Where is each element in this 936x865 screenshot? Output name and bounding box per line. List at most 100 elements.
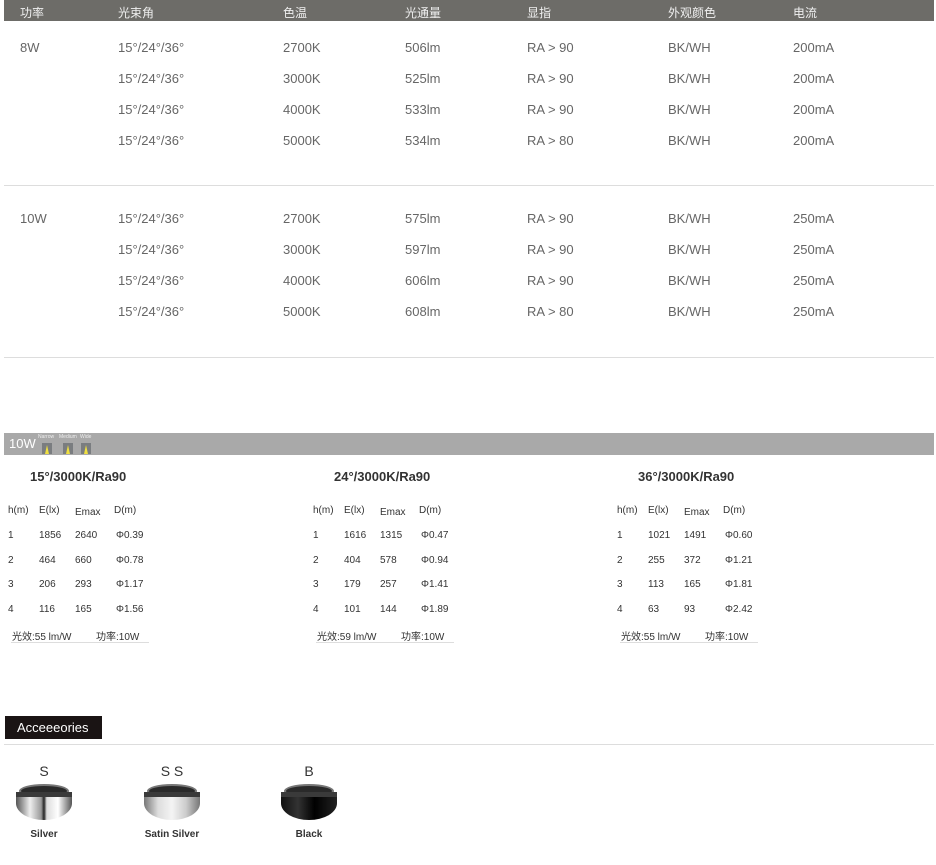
table-cell: Φ0.47 bbox=[421, 530, 449, 541]
table-cell: 578 bbox=[380, 554, 397, 566]
divider bbox=[11, 642, 149, 643]
table-cell: 15°/24°/36° bbox=[118, 211, 185, 226]
bar-power-label: 10W bbox=[9, 436, 36, 451]
table-cell: 165 bbox=[684, 579, 701, 590]
table-cell: RA > 90 bbox=[527, 211, 574, 226]
column-header: 光束角 bbox=[118, 6, 155, 20]
table-cell: 606lm bbox=[405, 273, 441, 288]
table-cell: 575lm bbox=[405, 211, 441, 226]
column-header: h(m) bbox=[617, 505, 638, 516]
table-cell: 4000K bbox=[283, 273, 321, 288]
table-cell: 2700K bbox=[283, 40, 321, 55]
table-cell: 525lm bbox=[405, 71, 441, 86]
table-cell: Φ1.21 bbox=[725, 554, 753, 566]
table-cell: Φ1.17 bbox=[116, 579, 144, 590]
table-cell: 1616 bbox=[344, 530, 367, 541]
divider bbox=[620, 642, 758, 643]
column-header: E(lx) bbox=[648, 505, 669, 516]
spec-table-header: 功率 光束角 色温 光通量 显指 外观颜色 电流 bbox=[4, 0, 934, 21]
table-cell: 15°/24°/36° bbox=[118, 304, 185, 319]
reflector-black-icon bbox=[279, 784, 339, 822]
column-header: h(m) bbox=[8, 505, 29, 516]
table-cell: 15°/24°/36° bbox=[118, 102, 185, 117]
table-cell: 1315 bbox=[380, 530, 403, 541]
table-cell: 250mA bbox=[793, 273, 835, 288]
table-cell: 200mA bbox=[793, 133, 835, 148]
table-cell: 1 bbox=[8, 530, 14, 541]
narrow-beam-icon bbox=[42, 443, 52, 454]
table-cell: 4 bbox=[8, 603, 14, 615]
photometric-bar: 10W Narrow Medium Wide bbox=[4, 433, 934, 455]
table-cell: 597lm bbox=[405, 242, 441, 257]
table-cell: 63 bbox=[648, 603, 660, 615]
table-cell: 5000K bbox=[283, 304, 321, 319]
table-cell: RA > 90 bbox=[527, 71, 574, 86]
table-cell: 660 bbox=[75, 554, 92, 566]
table-cell: RA > 90 bbox=[527, 273, 574, 288]
table-cell: Φ1.89 bbox=[421, 603, 449, 615]
wide-beam-icon bbox=[81, 443, 91, 454]
table-cell: 250mA bbox=[793, 242, 835, 257]
table-cell: Φ1.41 bbox=[421, 579, 449, 590]
table-cell: BK/WH bbox=[668, 133, 711, 148]
accessory-code: S S bbox=[160, 763, 184, 779]
table-cell: Φ0.39 bbox=[116, 530, 144, 541]
table-cell: RA > 80 bbox=[527, 133, 574, 148]
beam-label: Wide bbox=[80, 434, 92, 440]
accessory-name: Satin Silver bbox=[144, 829, 200, 840]
table-cell: 206 bbox=[39, 579, 56, 590]
table-cell: BK/WH bbox=[668, 102, 711, 117]
column-header: 功率 bbox=[20, 6, 45, 20]
column-header: 电流 bbox=[793, 6, 818, 20]
table-cell: 4000K bbox=[283, 102, 321, 117]
table-cell: 404 bbox=[344, 554, 361, 566]
column-header: h(m) bbox=[313, 505, 334, 516]
table-cell: 1856 bbox=[39, 530, 62, 541]
divider bbox=[4, 357, 934, 358]
accessory-code: S bbox=[39, 763, 49, 779]
column-header: E(lx) bbox=[39, 505, 60, 516]
table-cell: 200mA bbox=[793, 102, 835, 117]
table-cell: 200mA bbox=[793, 71, 835, 86]
column-header: D(m) bbox=[723, 505, 746, 516]
table-cell: BK/WH bbox=[668, 304, 711, 319]
column-header: Emax bbox=[75, 507, 101, 518]
accessory-code: B bbox=[304, 763, 314, 779]
table-cell: 116 bbox=[39, 603, 55, 615]
accessories-title: Acceeeories bbox=[5, 716, 102, 739]
column-header: 色温 bbox=[283, 6, 308, 20]
column-header: 外观颜色 bbox=[668, 6, 717, 20]
table-cell: 15°/24°/36° bbox=[118, 40, 185, 55]
power-value: 功率:10W bbox=[96, 632, 140, 643]
table-cell: 113 bbox=[648, 579, 664, 590]
table-cell: 250mA bbox=[793, 304, 835, 319]
table-cell: 165 bbox=[75, 603, 92, 615]
table-cell: 3 bbox=[617, 579, 623, 590]
table-cell: 4 bbox=[313, 603, 319, 615]
power-value: 功率:10W bbox=[401, 632, 445, 643]
table-cell: 200mA bbox=[793, 40, 835, 55]
table-cell: BK/WH bbox=[668, 242, 711, 257]
table-cell: BK/WH bbox=[668, 71, 711, 86]
table-cell: 464 bbox=[39, 554, 56, 566]
column-header: D(m) bbox=[114, 505, 137, 516]
reflector-silver-icon bbox=[14, 784, 74, 822]
table-cell: RA > 90 bbox=[527, 40, 574, 55]
table-cell: 3 bbox=[8, 579, 14, 590]
accessory-name: Silver bbox=[30, 829, 58, 840]
table-cell: Φ1.81 bbox=[725, 579, 753, 590]
column-header: D(m) bbox=[419, 505, 442, 516]
table-cell: 3 bbox=[313, 579, 319, 590]
table-cell: 2 bbox=[617, 554, 623, 566]
column-header: 显指 bbox=[527, 6, 552, 20]
panel-title: 15°/3000K/Ra90 bbox=[30, 469, 127, 484]
table-cell: 257 bbox=[380, 579, 397, 590]
table-cell: 15°/24°/36° bbox=[118, 273, 185, 288]
table-cell: 3000K bbox=[283, 71, 321, 86]
table-cell: 1 bbox=[313, 530, 319, 541]
table-cell: 15°/24°/36° bbox=[118, 133, 185, 148]
table-cell: 2 bbox=[8, 554, 14, 566]
table-cell: RA > 80 bbox=[527, 304, 574, 319]
table-cell: 2640 bbox=[75, 530, 98, 541]
table-cell: 5000K bbox=[283, 133, 321, 148]
